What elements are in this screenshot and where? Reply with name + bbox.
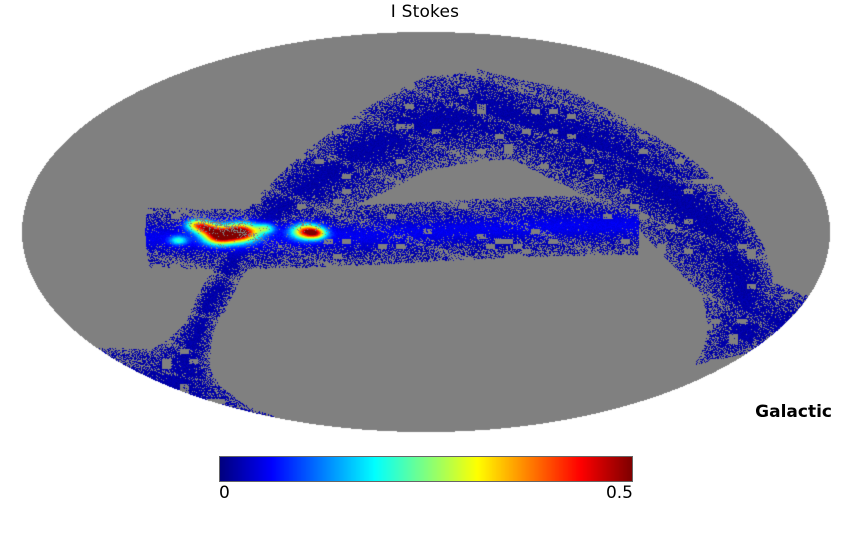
colorbar-gradient [219, 456, 633, 482]
page-title: I Stokes [390, 2, 460, 22]
sky-map-canvas [0, 24, 850, 444]
colorbar: 0 0.5 [219, 456, 633, 503]
coordinate-frame-label: Galactic [755, 402, 832, 422]
colorbar-max-label: 0.5 [605, 483, 633, 503]
colorbar-min-label: 0 [219, 483, 230, 503]
